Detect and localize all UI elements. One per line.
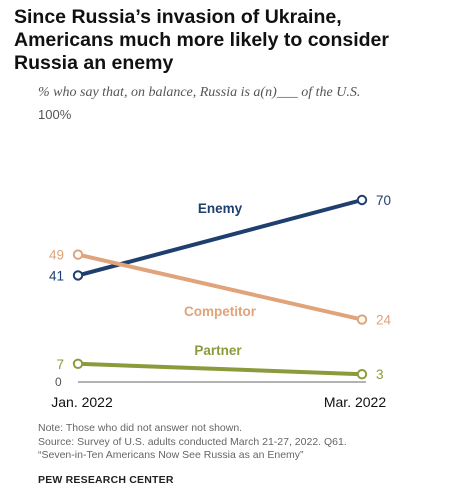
data-point-competitor-jan-2022 [72, 249, 84, 260]
value-label-competitor-jan-2022: 49 [49, 248, 64, 263]
value-label-partner-jan-2022: 7 [56, 357, 64, 372]
value-label-enemy-mar-2022: 70 [376, 193, 391, 208]
value-label-partner-mar-2022: 3 [376, 367, 384, 382]
note-line: Note: Those who did not answer not shown… [38, 422, 243, 434]
series-label-partner: Partner [194, 343, 242, 358]
y-axis-label-zero: 0 [55, 375, 62, 389]
chart-subtitle: % who say that, on balance, Russia is a(… [38, 85, 361, 100]
x-tick-label-jan-2022: Jan. 2022 [51, 394, 113, 410]
source-organization: PEW RESEARCH CENTER [38, 474, 174, 486]
data-point-competitor-mar-2022 [356, 314, 368, 325]
data-point-enemy-jan-2022 [72, 270, 84, 281]
x-tick-label-mar-2022: Mar. 2022 [324, 394, 386, 410]
value-label-enemy-jan-2022: 41 [49, 268, 64, 283]
series-label-competitor: Competitor [184, 304, 257, 319]
title-line-3: Russia an enemy [14, 52, 174, 74]
series-line-competitor [76, 252, 364, 322]
data-point-partner-jan-2022 [72, 358, 84, 369]
data-point-enemy-mar-2022 [356, 194, 368, 206]
chart-title: Since Russia’s invasion of Ukraine, Amer… [14, 6, 449, 75]
title-line-1: Since Russia’s invasion of Ukraine, [14, 6, 342, 28]
chart-notes: Note: Those who did not answer not shown… [38, 422, 448, 463]
data-point-partner-mar-2022 [356, 369, 368, 380]
report-title-line: “Seven-in-Ten Americans Now See Russia a… [38, 449, 304, 461]
series-line-enemy [76, 198, 364, 278]
series-label-enemy: Enemy [198, 201, 243, 216]
source-line: Source: Survey of U.S. adults conducted … [38, 435, 347, 448]
y-axis-label-top: 100% [38, 107, 72, 122]
series-line-partner [76, 361, 364, 377]
value-label-competitor-mar-2022: 24 [376, 313, 392, 328]
title-line-2: Americans much more likely to consider [14, 29, 389, 51]
